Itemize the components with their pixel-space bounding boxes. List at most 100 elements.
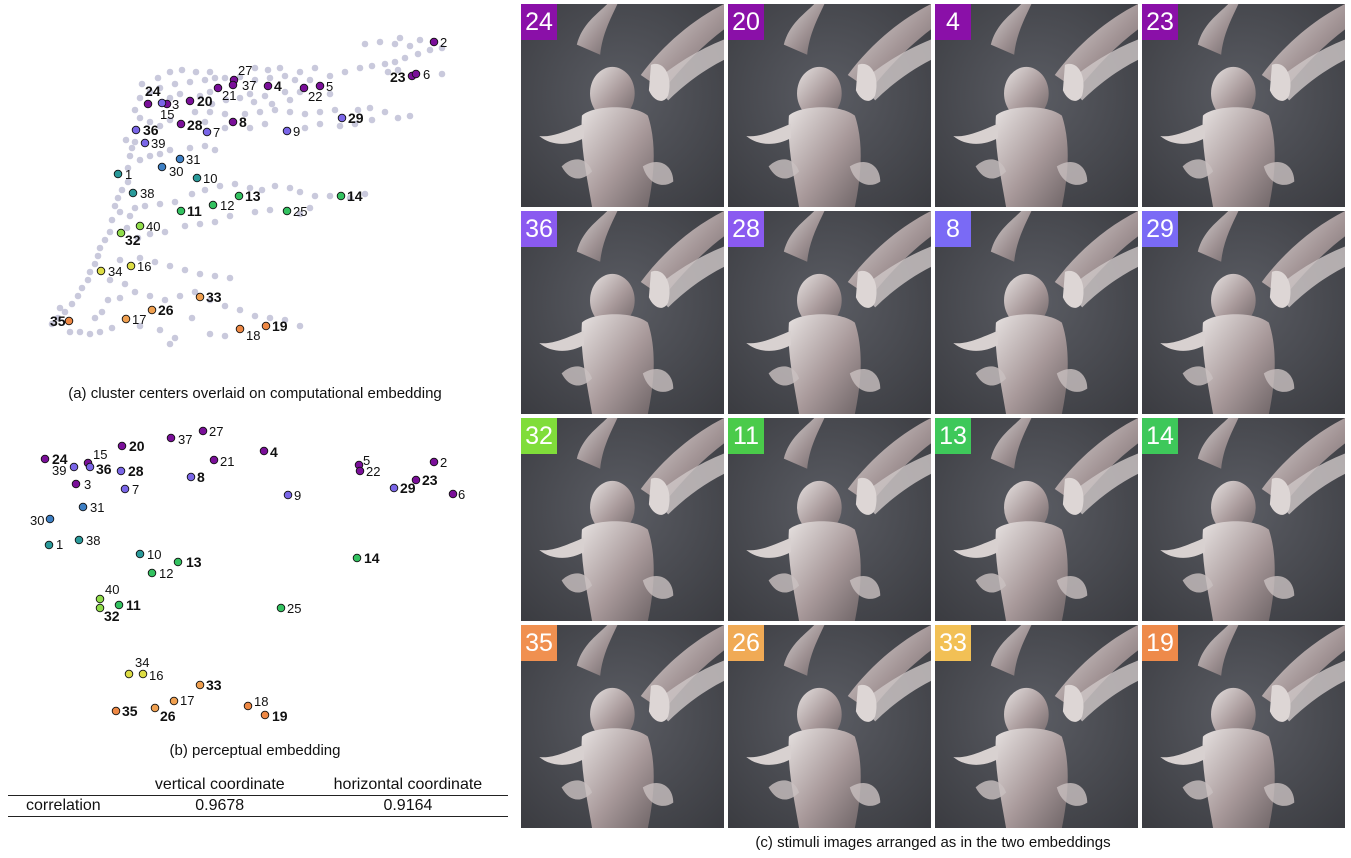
embedding-background-point <box>301 110 309 118</box>
cluster-center-point <box>276 603 286 613</box>
table-header-cell <box>8 775 132 796</box>
embedding-background-point <box>414 50 422 58</box>
embedding-background-point <box>171 198 179 206</box>
cluster-center-point <box>44 540 54 550</box>
embedding-background-point <box>211 218 219 226</box>
embedding-background-point <box>66 328 74 336</box>
embedding-background-point <box>241 110 249 118</box>
embedding-background-point <box>178 66 186 74</box>
cluster-center-label: 40 <box>105 582 119 597</box>
cluster-center-point <box>234 191 244 201</box>
embedding-background-point <box>266 74 274 82</box>
cluster-center-point <box>71 479 81 489</box>
embedding-background-point <box>246 124 254 132</box>
embedding-background-point <box>368 116 376 124</box>
stimulus-cluster-badge: 19 <box>1142 625 1178 661</box>
cluster-center-point <box>448 489 458 499</box>
cluster-center-label: 31 <box>90 500 104 515</box>
cluster-center-label: 29 <box>348 110 364 126</box>
cluster-center-point <box>95 603 105 613</box>
embedding-background-point <box>236 73 244 81</box>
embedding-background-point <box>291 76 299 84</box>
cluster-center-label: 13 <box>245 188 261 204</box>
cluster-center-label: 22 <box>308 89 322 104</box>
cluster-center-point <box>117 441 127 451</box>
embedding-background-point <box>128 144 136 152</box>
cluster-center-label: 32 <box>104 608 120 624</box>
embedding-background-point <box>91 260 99 268</box>
embedding-background-point <box>281 316 289 324</box>
cluster-center-point <box>96 266 106 276</box>
cluster-center-label: 28 <box>128 463 144 479</box>
embedding-background-point <box>48 320 56 328</box>
table-row: correlation 0.9678 0.9164 <box>8 795 508 817</box>
embedding-background-point <box>226 212 234 220</box>
embedding-background-point <box>286 96 294 104</box>
embedding-background-point <box>136 254 144 262</box>
cluster-center-label: 27 <box>209 424 223 439</box>
cluster-center-label: 27 <box>238 63 252 78</box>
cluster-center-label: 7 <box>132 482 139 497</box>
embedding-background-point <box>122 136 130 144</box>
embedding-background-point <box>136 114 144 122</box>
embedding-background-point <box>296 68 304 76</box>
embedding-background-point <box>394 66 402 74</box>
cluster-center-point <box>120 484 130 494</box>
cluster-center-label: 23 <box>422 472 438 488</box>
cluster-center-label: 31 <box>186 152 200 167</box>
cluster-center-label: 33 <box>206 289 222 305</box>
cluster-center-point <box>192 173 202 183</box>
angel-statue-image <box>728 625 931 828</box>
cluster-center-point <box>228 80 238 90</box>
cluster-center-label: 6 <box>423 67 430 82</box>
cluster-center-point <box>78 502 88 512</box>
cluster-center-point <box>243 701 253 711</box>
cluster-center-point <box>40 454 50 464</box>
embedding-background-point <box>78 284 86 292</box>
embedding-background-point <box>221 110 229 118</box>
embedding-background-point <box>74 292 82 300</box>
cluster-center-label: 13 <box>186 554 202 570</box>
embedding-background-point <box>221 302 229 310</box>
embedding-background-point <box>281 72 289 80</box>
cluster-center-label: 8 <box>197 469 205 485</box>
angel-statue-image <box>728 418 931 621</box>
table-header-row: vertical coordinate horizontal coordinat… <box>8 775 508 796</box>
stimulus-cluster-badge: 20 <box>728 4 764 40</box>
embedding-background-point <box>86 330 94 338</box>
cluster-center-label: 16 <box>149 668 163 683</box>
cluster-center-point <box>116 466 126 476</box>
cluster-center-label: 10 <box>147 547 161 562</box>
cluster-center-label: 14 <box>347 188 363 204</box>
cluster-center-label: 2 <box>440 455 447 470</box>
embedding-background-point <box>166 146 174 154</box>
cluster-center-point <box>166 433 176 443</box>
cluster-center-point <box>411 69 421 79</box>
embedding-background-point <box>156 326 164 334</box>
embedding-background-point <box>286 108 294 116</box>
embedding-background-point <box>84 276 92 284</box>
embedding-background-point <box>401 54 409 62</box>
embedding-background-point <box>264 66 272 74</box>
cluster-center-label: 11 <box>187 203 202 219</box>
cluster-center-point <box>299 83 309 93</box>
cluster-center-label: 1 <box>56 537 63 552</box>
embedding-background-point <box>76 328 84 336</box>
embedding-background-point <box>201 186 209 194</box>
cluster-center-label: 20 <box>197 93 213 109</box>
cluster-center-point <box>263 81 273 91</box>
table-cell-label: correlation <box>8 795 132 817</box>
cluster-center-label: 33 <box>206 677 222 693</box>
embedding-background-point <box>341 68 349 76</box>
cluster-center-point <box>176 119 186 129</box>
cluster-center-point <box>85 462 95 472</box>
cluster-center-point <box>186 472 196 482</box>
cluster-center-point <box>208 200 218 210</box>
embedding-background-point <box>136 94 144 102</box>
embedding-background-point <box>188 190 196 198</box>
cluster-center-point <box>352 553 362 563</box>
embedding-background-point <box>196 92 204 100</box>
cluster-center-label: 6 <box>458 487 465 502</box>
embedding-background-point <box>166 116 174 124</box>
cluster-center-label: 26 <box>158 302 174 318</box>
